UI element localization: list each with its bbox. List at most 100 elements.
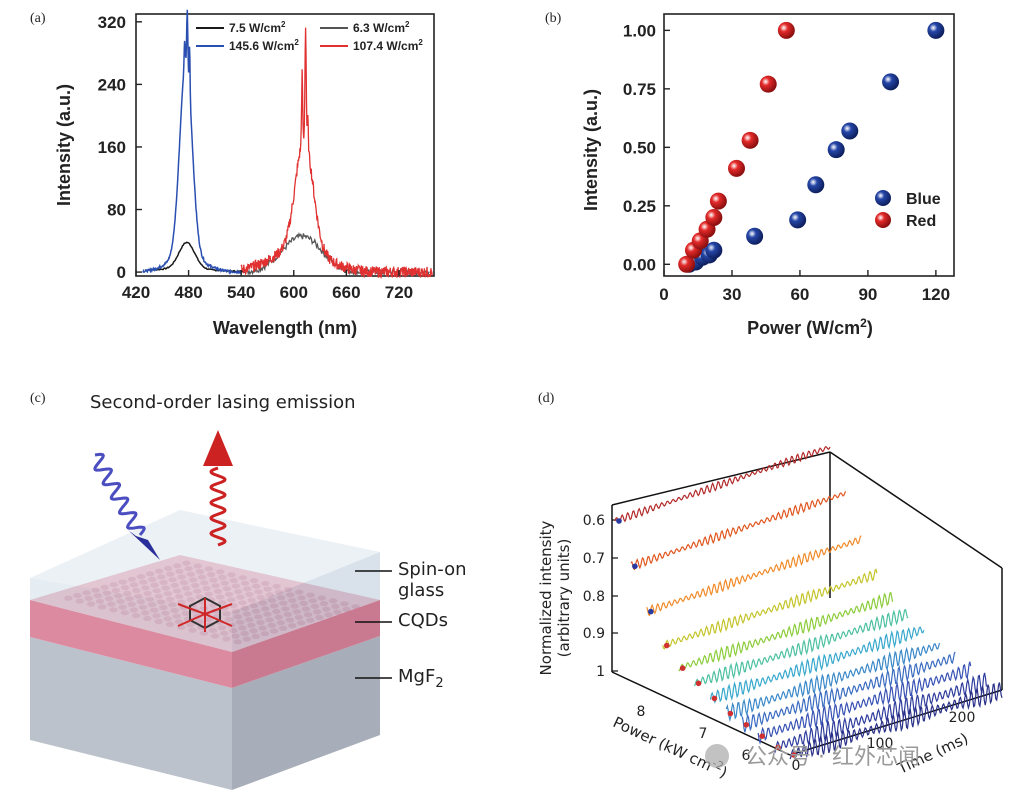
substrate-side-face (232, 636, 380, 790)
point-red (678, 255, 696, 273)
legend-label: 7.5 W/cm2 (229, 20, 286, 35)
trace-line (789, 682, 1003, 760)
legend-label-blue: Blue (906, 191, 941, 208)
trace-line (757, 661, 972, 745)
cqd-layer-side (232, 600, 380, 688)
panel-b-label: (b) (545, 11, 562, 26)
power-title-main: Power (kW cm (610, 713, 715, 775)
x-tick-label: 90 (858, 285, 877, 304)
watermark-text: 公众号 · 红外芯闻 (745, 745, 920, 770)
point-blue (705, 241, 723, 259)
x-tick-label: 480 (174, 283, 202, 302)
legend-label-red: Red (906, 213, 936, 230)
x-tick-label: 0 (659, 285, 668, 304)
power-tick-label: 7 (699, 726, 708, 742)
glass-layer-side (232, 552, 380, 652)
point-blue (827, 141, 845, 159)
panel-a-label: (a) (30, 11, 46, 26)
x-tick-label: 30 (723, 285, 742, 304)
arrow-line (204, 613, 233, 627)
panel-b-points (678, 21, 945, 273)
y-tick-label: 1.00 (623, 21, 656, 40)
trace-start-marker (648, 608, 654, 615)
x-tick-label: 660 (332, 283, 360, 302)
z-tick-label: 0.6 (583, 513, 605, 529)
glass-layer-top (30, 510, 380, 612)
trace-start-marker (695, 680, 702, 687)
legend-label-sup: 2 (418, 38, 423, 47)
pump-beam-wave (93, 452, 146, 536)
time-tick-label: 200 (949, 710, 976, 726)
point-red (759, 75, 777, 93)
wechat-icon (705, 744, 729, 768)
z-tick-label: 0.7 (583, 551, 605, 567)
emission-beam-wave (209, 466, 227, 547)
point-blue (882, 73, 900, 91)
substrate-label-sub: 2 (435, 676, 443, 691)
cqd-label: CQDs (398, 610, 448, 631)
trace-line (693, 608, 909, 687)
legend-label-main: 7.5 W/cm (229, 21, 281, 35)
trace-start-marker (727, 710, 734, 717)
panel-a-x-axis-title: Wavelength (nm) (213, 318, 357, 338)
trace-start-marker (791, 752, 797, 758)
panel-c-label: (c) (30, 391, 46, 406)
pump-beam-arrowhead (128, 530, 160, 560)
arrow-line (204, 603, 233, 615)
x-tick-label: 540 (227, 283, 255, 302)
x-tick-label: 120 (922, 285, 950, 304)
diagram-title: Second-order lasing emission (90, 392, 356, 413)
panel-d-z-axis-subtitle: (arbitrary units) (555, 539, 573, 658)
panel-a-ticks: 420 480 540 600 660 720 0 80 160 240 320 (98, 13, 414, 302)
x-tick-label: 60 (790, 285, 809, 304)
time-tick-label: 0 (792, 758, 801, 774)
y-tick-label: 0.25 (623, 197, 656, 216)
box-edge (611, 451, 831, 506)
panel-b-x-axis-title-main: Power (W/cm (747, 318, 860, 338)
panel-b-frame (663, 13, 955, 277)
legend-marker-blue (875, 190, 891, 206)
trace-line (662, 568, 878, 650)
trace-line (741, 651, 956, 733)
trace-line (630, 491, 847, 571)
legend-label-main: 6.3 W/cm (353, 21, 405, 35)
trace-start-marker (743, 722, 750, 728)
legend-label-sup: 2 (281, 20, 286, 29)
point-blue (841, 122, 859, 140)
substrate-label: MgF2 (398, 666, 444, 691)
y-tick-label: 320 (98, 13, 126, 32)
panel-b-ticks: 0 30 60 90 120 0.00 0.25 0.50 0.75 1.00 (623, 21, 950, 304)
glass-layer-front (30, 578, 232, 652)
point-blue (789, 211, 807, 229)
trace-start-marker (775, 744, 781, 751)
panel-b-legend: Blue Red (875, 190, 941, 230)
y-tick-label: 160 (98, 138, 126, 157)
trace-start-marker (663, 642, 670, 649)
trace-start-marker (759, 733, 765, 739)
panel-a-spectrum-chart: (a) 420 480 540 600 660 720 0 80 160 240 320 Wavel… (30, 9, 435, 338)
x-tick-label: 420 (122, 283, 150, 302)
watermark: 公众号 · 红外芯闻 (705, 744, 920, 770)
panel-b-x-axis-title: Power (W/cm2) (747, 316, 873, 338)
point-blue (746, 227, 764, 245)
panel-c-device-diagram: (c) Second-order lasing emission (30, 391, 467, 790)
y-tick-label: 240 (98, 75, 126, 94)
trace-line (709, 626, 925, 704)
point-red (709, 192, 727, 210)
point-red (777, 21, 795, 39)
legend-marker-red (875, 212, 891, 228)
point-blue (807, 176, 825, 194)
arrow-line (177, 603, 206, 615)
panel-b-x-axis-title-end: ) (867, 318, 873, 338)
in-plane-arrows (177, 598, 233, 632)
point-red (741, 131, 759, 149)
emission-beam-arrowhead (203, 430, 233, 466)
y-tick-label: 0.75 (623, 80, 656, 99)
panel-d-3d-chart: (d) 0.6 0.7 0.8 0.9 1 6 7 8 0 100 200 Normalized i… (537, 391, 1003, 782)
legend-label: 145.6 W/cm2 (229, 38, 299, 53)
trace-start-marker (679, 665, 686, 672)
panel-d-z-axis-title: Normalized intensity (537, 520, 555, 675)
time-tick-label: 100 (867, 736, 894, 752)
cqd-layer-front (30, 600, 232, 688)
